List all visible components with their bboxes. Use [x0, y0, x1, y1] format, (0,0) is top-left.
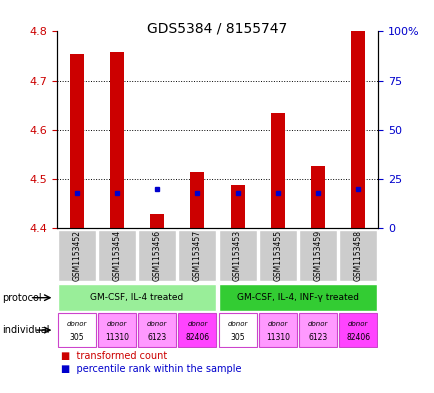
Text: GDS5384 / 8155747: GDS5384 / 8155747: [147, 22, 287, 36]
Text: 11310: 11310: [265, 333, 289, 342]
Bar: [299, 314, 336, 347]
Bar: [339, 230, 376, 281]
Bar: [270, 114, 284, 228]
Text: GSM1153459: GSM1153459: [313, 230, 322, 281]
Text: 6123: 6123: [147, 333, 166, 342]
Text: 305: 305: [69, 333, 84, 342]
Text: GSM1153453: GSM1153453: [233, 230, 242, 281]
Text: GM-CSF, IL-4 treated: GM-CSF, IL-4 treated: [90, 293, 183, 302]
Bar: [138, 230, 176, 281]
Bar: [178, 314, 216, 347]
Bar: [58, 285, 216, 311]
Bar: [58, 314, 95, 347]
Text: 82406: 82406: [345, 333, 369, 342]
Bar: [98, 314, 135, 347]
Bar: [110, 52, 124, 228]
Text: individual: individual: [2, 325, 49, 335]
Text: GSM1153454: GSM1153454: [112, 230, 121, 281]
Bar: [230, 185, 244, 228]
Text: protocol: protocol: [2, 293, 42, 303]
Bar: [58, 230, 95, 281]
Text: GSM1153452: GSM1153452: [72, 230, 81, 281]
Bar: [258, 230, 296, 281]
Bar: [138, 314, 176, 347]
Text: GM-CSF, IL-4, INF-γ treated: GM-CSF, IL-4, INF-γ treated: [237, 293, 358, 302]
Bar: [178, 230, 216, 281]
Text: donor: donor: [66, 321, 87, 327]
Text: donor: donor: [307, 321, 328, 327]
Bar: [190, 173, 204, 228]
Bar: [218, 285, 376, 311]
Bar: [258, 314, 296, 347]
Text: donor: donor: [106, 321, 127, 327]
Text: donor: donor: [147, 321, 167, 327]
Text: donor: donor: [267, 321, 287, 327]
Text: 11310: 11310: [105, 333, 128, 342]
Text: ■  transformed count: ■ transformed count: [61, 351, 167, 360]
Text: 305: 305: [230, 333, 244, 342]
Text: 6123: 6123: [308, 333, 327, 342]
Text: donor: donor: [347, 321, 368, 327]
Bar: [218, 230, 256, 281]
Text: GSM1153457: GSM1153457: [192, 230, 201, 281]
Bar: [351, 31, 365, 228]
Bar: [218, 314, 256, 347]
Bar: [339, 314, 376, 347]
Text: GSM1153455: GSM1153455: [273, 230, 282, 281]
Text: 82406: 82406: [185, 333, 209, 342]
Bar: [98, 230, 135, 281]
Text: ■  percentile rank within the sample: ■ percentile rank within the sample: [61, 364, 241, 374]
Bar: [150, 214, 164, 228]
Text: GSM1153458: GSM1153458: [353, 230, 362, 281]
Text: GSM1153456: GSM1153456: [152, 230, 161, 281]
Text: donor: donor: [227, 321, 247, 327]
Bar: [69, 53, 83, 228]
Text: donor: donor: [187, 321, 207, 327]
Bar: [299, 230, 336, 281]
Bar: [310, 165, 324, 228]
